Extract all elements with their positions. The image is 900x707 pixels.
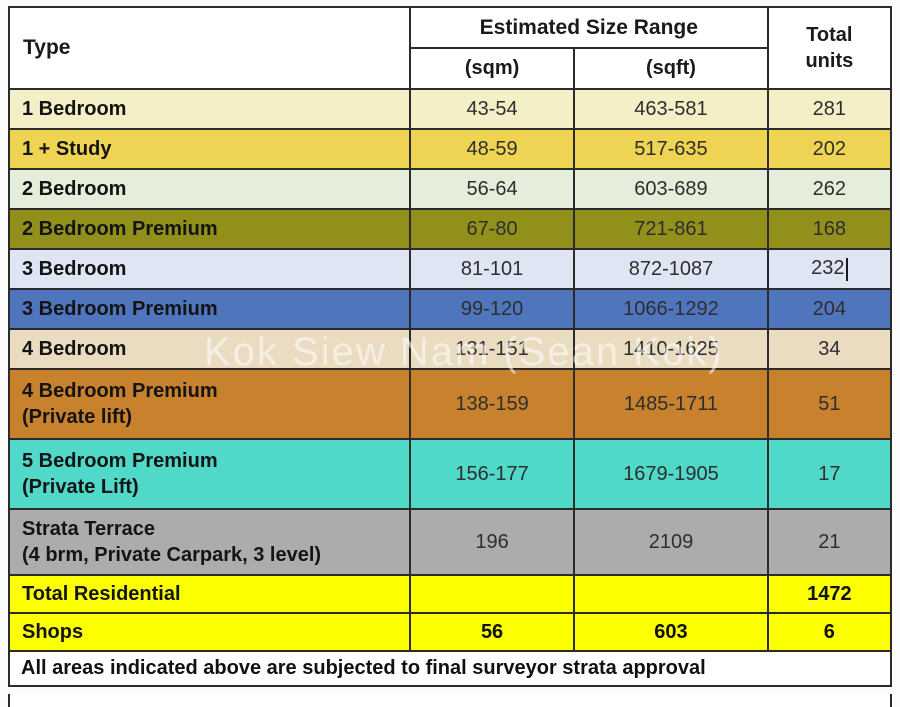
header-row-1: Type Estimated Size Range Total units [8, 6, 893, 90]
table-row: 3 Bedroom 81-101 872-1087 232 [8, 248, 893, 290]
row-units-cell: 1472 [766, 574, 893, 614]
table-row: 4 Bedroom Premium (Private lift) 138-159 … [8, 368, 893, 440]
total-units-header: Total units [766, 6, 893, 90]
sqft-header: (sqft) [573, 47, 769, 90]
row-sqm-cell: 48-59 [408, 128, 576, 170]
row-sqm-cell [408, 574, 576, 614]
row-sqm-cell: 99-120 [408, 288, 576, 330]
table-row: 5 Bedroom Premium (Private Lift) 156-177 … [8, 438, 893, 510]
row-sqft-cell: 603-689 [573, 168, 769, 210]
row-sqft-cell [573, 574, 769, 614]
unit-mix-table: Type Estimated Size Range Total units (s… [8, 6, 893, 687]
table-row: 2 Bedroom Premium 67-80 721-861 168 [8, 208, 893, 250]
text-cursor [845, 257, 848, 281]
table-row: 4 Bedroom 131-151 1410-1625 34 [8, 328, 893, 370]
table-row: Strata Terrace (4 brm, Private Carpark, 3… [8, 508, 893, 576]
row-units-cell: 281 [766, 88, 893, 130]
row-type-cell: 4 Bedroom [8, 328, 411, 370]
row-units-cell: 21 [766, 508, 893, 576]
table-row: 1 Bedroom 43-54 463-581 281 [8, 88, 893, 130]
partial-next-row [8, 694, 892, 707]
table-row-total-residential: Total Residential 1472 [8, 574, 893, 614]
row-type-cell: 1 + Study [8, 128, 411, 170]
row-type-cell: Strata Terrace (4 brm, Private Carpark, 3… [8, 508, 411, 576]
row-units-cell: 202 [766, 128, 893, 170]
row-sqm-cell: 56-64 [408, 168, 576, 210]
row-type-cell: 5 Bedroom Premium (Private Lift) [8, 438, 411, 510]
total-units-line1: Total [806, 24, 853, 46]
row-sqft-cell: 721-861 [573, 208, 769, 250]
row-sqft-cell: 1410-1625 [573, 328, 769, 370]
sqm-header: (sqm) [408, 47, 576, 90]
row-type-cell: Total Residential [8, 574, 411, 614]
row-units-cell: 204 [766, 288, 893, 330]
row-sqm-cell: 56 [408, 612, 576, 652]
row-units-cell: 262 [766, 168, 893, 210]
row-sqm-cell: 138-159 [408, 368, 576, 440]
row-type-cell: 2 Bedroom Premium [8, 208, 411, 250]
table-row: 1 + Study 48-59 517-635 202 [8, 128, 893, 170]
row-type-cell: 4 Bedroom Premium (Private lift) [8, 368, 411, 440]
row-type-cell: 3 Bedroom [8, 248, 411, 290]
size-range-header: Estimated Size Range [408, 6, 769, 49]
row-sqft-cell: 872-1087 [573, 248, 769, 290]
row-units-cell: 34 [766, 328, 893, 370]
row-sqm-cell: 156-177 [408, 438, 576, 510]
row-units-cell: 168 [766, 208, 893, 250]
row-type-cell: Shops [8, 612, 411, 652]
row-sqft-cell: 1066-1292 [573, 288, 769, 330]
row-sqft-cell: 1485-1711 [573, 368, 769, 440]
row-sqft-cell: 2109 [573, 508, 769, 576]
row-sqft-cell: 1679-1905 [573, 438, 769, 510]
row-units-cell: 17 [766, 438, 893, 510]
row-sqm-cell: 196 [408, 508, 576, 576]
row-sqm-cell: 43-54 [408, 88, 576, 130]
table-row: 3 Bedroom Premium 99-120 1066-1292 204 [8, 288, 893, 330]
row-type-cell: 3 Bedroom Premium [8, 288, 411, 330]
row-units-cell: 51 [766, 368, 893, 440]
footer-note-row: All areas indicated above are subjected … [8, 650, 892, 687]
row-sqm-cell: 81-101 [408, 248, 576, 290]
header-row-2: (sqm) (sqft) [9, 47, 891, 90]
row-units-cell-editing[interactable]: 232 [766, 248, 893, 290]
row-sqft-cell: 517-635 [573, 128, 769, 170]
total-units-line2: units [805, 50, 854, 72]
row-sqm-cell: 67-80 [408, 208, 576, 250]
row-type-cell: 1 Bedroom [8, 88, 411, 130]
row-sqft-cell: 463-581 [573, 88, 769, 130]
footer-note: All areas indicated above are subjected … [8, 650, 892, 687]
row-units-cell: 6 [766, 612, 893, 652]
row-sqm-cell: 131-151 [408, 328, 576, 370]
table-row-shops: Shops 56 603 6 [8, 612, 893, 652]
row-sqft-cell: 603 [573, 612, 769, 652]
table-row: 2 Bedroom 56-64 603-689 262 [8, 168, 893, 210]
type-header: Type [8, 6, 411, 90]
row-type-cell: 2 Bedroom [8, 168, 411, 210]
